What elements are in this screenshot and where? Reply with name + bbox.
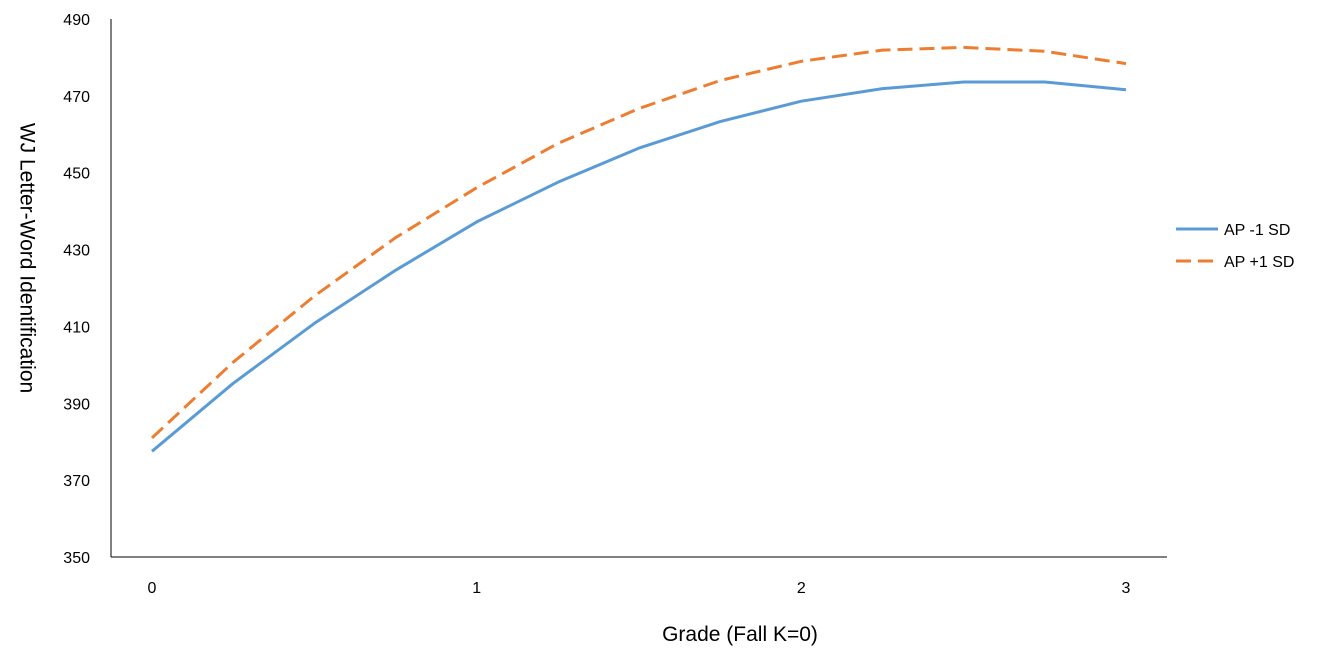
legend-label-2: AP +1 SD — [1224, 254, 1294, 271]
y-tick-label: 410 — [63, 319, 90, 336]
y-tick-label: 490 — [63, 12, 90, 29]
series-line-1 — [151, 80, 1127, 453]
y-tick-label: 370 — [63, 473, 90, 490]
legend: AP -1 SD AP +1 SD — [1176, 222, 1294, 271]
y-tick-label: 470 — [63, 89, 90, 106]
y-axis-title: WJ Letter-Word Identification — [15, 123, 38, 393]
y-tick-label: 390 — [63, 396, 90, 413]
y-tick-label: 450 — [63, 166, 90, 183]
x-tick-label: 1 — [472, 580, 481, 597]
axes — [110, 19, 1167, 558]
legend-label-1: AP -1 SD — [1224, 222, 1290, 239]
x-tick-label: 3 — [1122, 580, 1131, 597]
x-axis-title: Grade (Fall K=0) — [662, 623, 818, 646]
x-tick-label: 2 — [797, 580, 806, 597]
y-tick-label: 430 — [63, 243, 90, 260]
y-tick-label: 350 — [63, 550, 90, 567]
series-line-2 — [150, 45, 1127, 439]
series-lines — [150, 45, 1127, 453]
x-tick-labels: 0 1 2 3 — [148, 580, 1131, 597]
x-tick-label: 0 — [148, 580, 157, 597]
y-tick-labels: 350 370 390 410 430 450 470 490 — [63, 12, 90, 567]
